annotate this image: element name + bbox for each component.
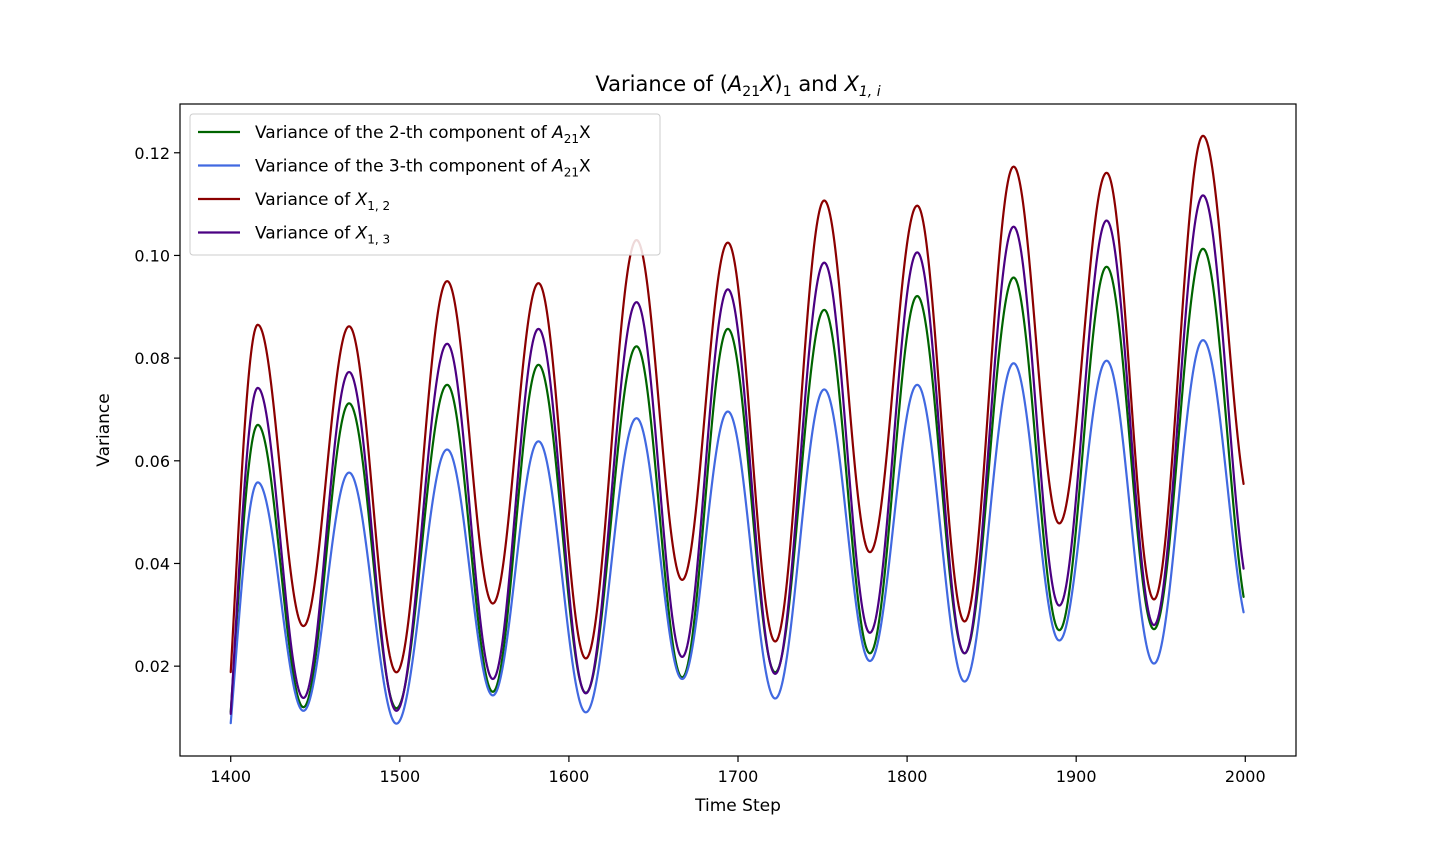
y-axis: 0.02 0.04 0.06 0.08 0.10 0.12: [134, 144, 180, 676]
chart-title: Variance of (A21X)1 and X1, i: [595, 72, 880, 100]
y-tick-label: 0.08: [134, 349, 170, 368]
series-line-4: [229, 194, 1245, 716]
x-tick-label: 1900: [1056, 767, 1097, 786]
legend-box: [189, 113, 661, 256]
series-lines: [229, 134, 1245, 725]
y-tick-label: 0.02: [134, 657, 170, 676]
legend: Variance of the 2-th component of A21X Va…: [189, 113, 661, 256]
y-tick-label: 0.06: [134, 452, 170, 471]
y-tick-label: 0.04: [134, 554, 170, 573]
x-tick-label: 1600: [549, 767, 590, 786]
series-line-3: [229, 134, 1245, 674]
legend-label-3: Variance of X1, 2: [255, 190, 390, 213]
x-tick-label: 1700: [718, 767, 759, 786]
x-tick-label: 1500: [379, 767, 420, 786]
legend-label-2: Variance of the 3-th component of A21X: [255, 157, 591, 180]
y-axis-label: Variance: [94, 393, 114, 466]
y-tick-label: 0.12: [134, 144, 170, 163]
x-axis: 1400 1500 1600 1700 1800 1900 2000: [210, 756, 1266, 786]
x-tick-label: 2000: [1225, 767, 1266, 786]
y-tick-label: 0.10: [134, 246, 170, 265]
legend-label-1: Variance of the 2-th component of A21X: [255, 123, 591, 146]
x-tick-label: 1800: [887, 767, 928, 786]
legend-label-4: Variance of X1, 3: [255, 224, 390, 247]
x-tick-label: 1400: [210, 767, 251, 786]
x-axis-label: Time Step: [694, 796, 781, 816]
series-line-2: [229, 339, 1245, 725]
